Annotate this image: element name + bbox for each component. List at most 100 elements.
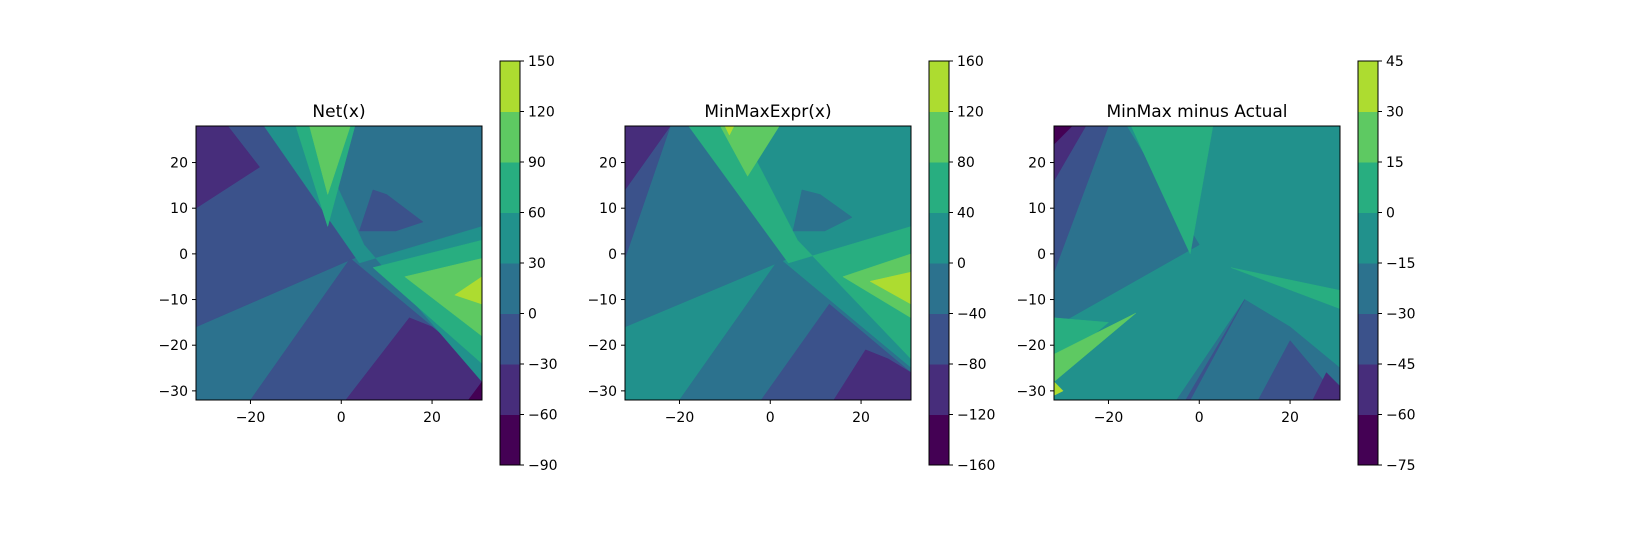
colorbar-band [929, 212, 949, 264]
contour-region [359, 189, 424, 232]
contour-region [1054, 126, 1200, 328]
colorbar-tick-label: 0 [957, 256, 966, 272]
plot-frame [624, 125, 912, 401]
y-tick-label: 10 [599, 201, 617, 217]
colorbar-band [500, 162, 520, 213]
y-tick-label: 10 [1028, 201, 1046, 217]
y-tick-label: −30 [1016, 384, 1046, 400]
axis-ticks: −20 0 20 20 10 0 −10 −20 −30 [158, 156, 441, 426]
y-tick-label: 0 [1037, 247, 1046, 263]
y-tick-label: 20 [599, 156, 617, 172]
colorbar-band [929, 263, 949, 314]
colorbar: 160 120 80 40 0 −40 −80 −120 −160 [928, 54, 995, 474]
plot-frame [195, 125, 483, 401]
colorbar-tick-label: 15 [1386, 155, 1404, 171]
colorbar-band [1358, 111, 1378, 163]
colorbar-tick-label: 60 [528, 206, 546, 222]
axis-ticks: −20 0 20 20 10 0 −10 −20 −30 [587, 156, 870, 426]
contour-region [1054, 381, 1064, 396]
colorbar-tick-label: −60 [1386, 408, 1416, 424]
colorbar-band [500, 313, 520, 365]
colorbar-tick-label: 90 [528, 155, 546, 171]
x-tick-label: −20 [665, 410, 695, 426]
contour-region [1312, 372, 1340, 400]
colorbar-band [500, 364, 520, 415]
colorbar-tick-label: 160 [957, 54, 984, 70]
contour-region [1258, 340, 1340, 400]
colorbar-band [929, 61, 949, 112]
colorbar-band [500, 61, 520, 112]
contour-region [688, 126, 911, 360]
x-tick-label: −20 [1094, 410, 1124, 426]
panel-net: Net(x) −20 0 20 20 10 0 −10 −20 −30 150 120 90 60 30… [158, 54, 557, 474]
y-tick-label: −10 [158, 293, 188, 309]
contour-region [468, 381, 482, 400]
colorbar-band [1358, 263, 1378, 314]
colorbar-tick-label: −120 [957, 408, 995, 424]
contour-plot-area [1054, 126, 1340, 400]
x-tick-label: 0 [1195, 410, 1204, 426]
x-tick-label: 0 [337, 410, 346, 426]
y-tick-label: 10 [170, 201, 188, 217]
colorbar-tick-label: −30 [1386, 307, 1416, 323]
colorbar-tick-label: 120 [528, 105, 555, 121]
colorbar-tick-label: −30 [528, 357, 558, 373]
colorbar-band [1358, 313, 1378, 365]
y-tick-label: 0 [608, 247, 617, 263]
colorbar-tick-label: −75 [1386, 458, 1416, 474]
colorbar-band [929, 313, 949, 365]
contour-region [720, 126, 780, 177]
colorbar-band [500, 414, 520, 466]
colorbar-tick-label: −90 [528, 458, 558, 474]
contour-region [1054, 126, 1073, 145]
colorbar-band [1358, 212, 1378, 264]
x-tick-label: 20 [1281, 410, 1299, 426]
contour-region [1054, 312, 1136, 383]
y-tick-label: 0 [179, 247, 188, 263]
x-tick-label: 0 [766, 410, 775, 426]
colorbar-tick-label: 0 [528, 307, 537, 323]
contour-region [1130, 126, 1214, 255]
x-tick-label: −20 [236, 410, 266, 426]
contour-region [1054, 126, 1109, 273]
y-tick-label: −20 [1016, 338, 1046, 354]
panel-title: MinMaxExpr(x) [704, 102, 831, 122]
y-tick-label: 20 [1028, 156, 1046, 172]
y-tick-label: −20 [587, 338, 617, 354]
colorbar-band [929, 364, 949, 415]
contour-region [454, 276, 482, 305]
contour-region [869, 271, 911, 305]
contour-region [1230, 267, 1340, 309]
panel-minmaxexpr: MinMaxExpr(x) −20 0 20 20 10 0 −10 −20 −30 160 12… [587, 54, 995, 474]
colorbar-band [1358, 364, 1378, 415]
colorbar-tick-label: −60 [528, 408, 558, 424]
x-tick-label: 20 [852, 410, 870, 426]
colorbar-band [929, 162, 949, 213]
contour-plot-area [196, 126, 482, 400]
colorbar-tick-label: 45 [1386, 54, 1404, 70]
panel-title: MinMax minus Actual [1106, 102, 1287, 122]
axis-ticks: −20 0 20 20 10 0 −10 −20 −30 [1016, 156, 1299, 426]
y-tick-label: 20 [170, 156, 188, 172]
colorbar-band [1358, 162, 1378, 213]
colorbar-band [500, 212, 520, 264]
y-tick-label: −10 [1016, 293, 1046, 309]
contour-plot-area [625, 126, 911, 400]
colorbar-tick-label: 0 [1386, 206, 1395, 222]
contour-region [833, 349, 911, 400]
contour-region [842, 253, 911, 319]
colorbar-tick-label: 30 [528, 256, 546, 272]
colorbar-tick-label: 150 [528, 54, 555, 70]
contour-region [792, 189, 853, 232]
colorbar-band [1358, 61, 1378, 112]
colorbar-band [929, 414, 949, 466]
colorbar-tick-label: −160 [957, 458, 995, 474]
contour-region [196, 126, 260, 209]
colorbar-tick-label: −45 [1386, 357, 1416, 373]
y-tick-label: −10 [587, 293, 617, 309]
panel-title: Net(x) [312, 102, 365, 122]
colorbar-band [500, 111, 520, 163]
contour-region [404, 258, 482, 337]
contour-region [1185, 299, 1245, 400]
